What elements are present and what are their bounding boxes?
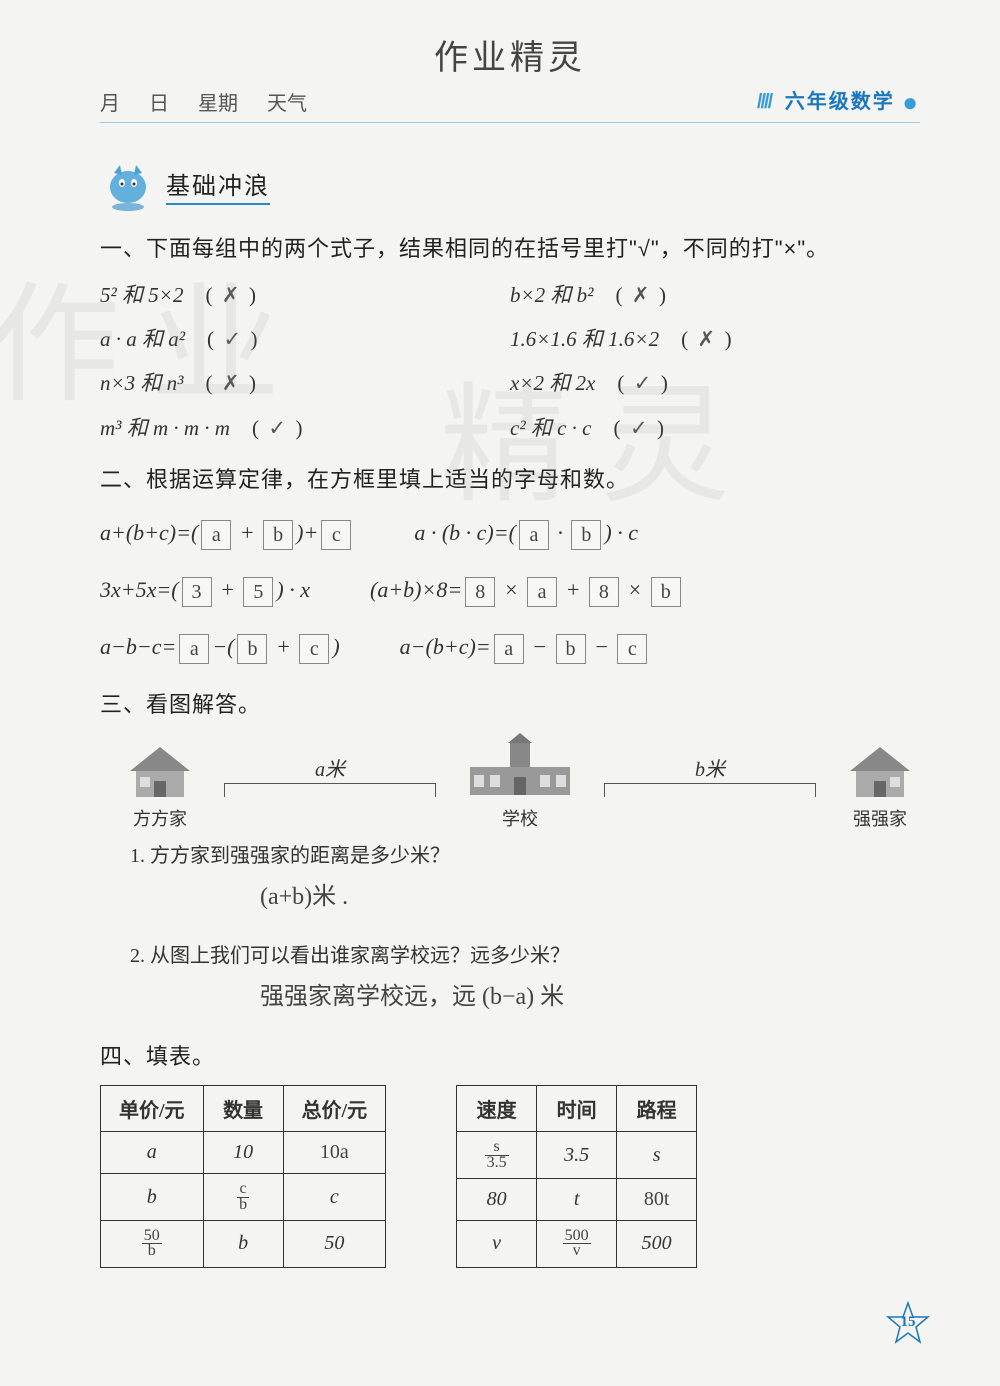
table-cell: a (101, 1132, 204, 1174)
answer-box[interactable]: a (519, 520, 549, 550)
answer-box[interactable]: 5 (243, 577, 273, 607)
q1-grid: 5² 和 5×2( ✗ )b×2 和 b²( ✗ )a · a 和 a²( ✓ … (100, 273, 920, 449)
page-number: 15 (886, 1314, 930, 1331)
table-cell: 3.5 (537, 1132, 617, 1179)
table-cell: 10a (283, 1132, 386, 1174)
table-row: a1010a (101, 1132, 386, 1174)
q1-row: m³ 和 m · m · m( ✓ )c² 和 c · c( ✓ ) (100, 406, 920, 450)
q2-line: 3x+5x=(3 + 5) · x(a+b)×8=8 × a + 8 × b (100, 561, 920, 618)
q1-row: a · a 和 a²( ✓ )1.6×1.6 和 1.6×2( ✗ ) (100, 317, 920, 361)
answer-box[interactable]: a (527, 577, 557, 607)
worksheet-page: 作业 精灵 作业精灵 月 日 星期 天气 //// 六年级数学 ● (0, 0, 1000, 1386)
table-header: 单价/元 (101, 1086, 204, 1132)
page-number-star: 15 (886, 1301, 930, 1350)
q4-tables: 单价/元数量总价/元a1010abcbc50bb50 速度时间路程s3.53.5… (100, 1085, 920, 1268)
dot-icon: ● (902, 87, 920, 117)
house-qiangqiang: 强强家 (840, 741, 920, 831)
answer-box[interactable]: c (299, 634, 329, 664)
table-cell: s3.5 (457, 1132, 537, 1179)
label-school: 学校 (460, 805, 580, 831)
q3-heading: 三、看图解答。 (100, 687, 920, 719)
q3-ans2: 强强家离学校远，远 (b−a) 米 (260, 976, 920, 1011)
table-cell: 80 (457, 1178, 537, 1220)
answer-box[interactable]: b (263, 520, 293, 550)
table-cell: b (101, 1174, 204, 1221)
table-header: 速度 (457, 1086, 537, 1132)
page-header: 作业精灵 (100, 30, 920, 79)
q3-sub2: 2. 从图上我们可以看出谁家离学校远？远多少米？ (130, 939, 920, 968)
weekday-label: 星期 (198, 93, 238, 115)
mascot-icon (100, 157, 156, 213)
dist-a: a米 (220, 817, 440, 831)
dist-b: b米 (600, 817, 820, 831)
answer-box[interactable]: 8 (589, 577, 619, 607)
q4-heading: 四、填表。 (100, 1039, 920, 1071)
answer-box[interactable]: a (179, 634, 209, 664)
table-cell: cb (203, 1174, 283, 1221)
answer-box[interactable]: 8 (465, 577, 495, 607)
q1-heading: 一、下面每组中的两个式子，结果相同的在括号里打"√"，不同的打"×"。 (100, 231, 920, 263)
answer-box[interactable]: c (617, 634, 647, 664)
answer-box[interactable]: b (556, 634, 586, 664)
q4-table2: 速度时间路程s3.53.5s80t80tv500v500 (456, 1085, 697, 1268)
q3-diagram: 方方家 a米 学校 b米 (120, 733, 920, 831)
slash-decoration: //// (757, 91, 771, 113)
table-row: v500v500 (457, 1220, 697, 1267)
table-header: 路程 (617, 1086, 697, 1132)
table-cell: b (203, 1220, 283, 1267)
day-label: 日 (149, 93, 169, 115)
table-cell: s (617, 1132, 697, 1179)
section-banner: 基础冲浪 (100, 157, 920, 213)
answer-box[interactable]: 3 (182, 577, 212, 607)
q2-block: a+(b+c)=(a + b)+ca · (b · c)=(a · b) · c… (100, 504, 920, 676)
table-header: 总价/元 (283, 1086, 386, 1132)
weather-label: 天气 (267, 93, 307, 115)
house-fangfang: 方方家 (120, 741, 200, 831)
label-qiangqiang: 强强家 (840, 805, 920, 831)
sub-header: 月 日 星期 天气 //// 六年级数学 ● (100, 85, 920, 123)
answer-box[interactable]: b (571, 520, 601, 550)
table-row: 80t80t (457, 1178, 697, 1220)
table-cell: c (283, 1174, 386, 1221)
q3-ans1: (a+b)米 . (260, 876, 920, 911)
q2-line: a+(b+c)=(a + b)+ca · (b · c)=(a · b) · c (100, 504, 920, 561)
table-cell: 80t (617, 1178, 697, 1220)
table-cell: 50b (101, 1220, 204, 1267)
answer-box[interactable]: a (494, 634, 524, 664)
table-cell: 50 (283, 1220, 386, 1267)
q4-table1: 单价/元数量总价/元a1010abcbc50bb50 (100, 1085, 386, 1268)
label-fangfang: 方方家 (120, 805, 200, 831)
answer-box[interactable]: b (237, 634, 267, 664)
banner-title: 基础冲浪 (166, 166, 270, 205)
table-row: 50bb50 (101, 1220, 386, 1267)
house-school: 学校 (460, 733, 580, 831)
q1-row: 5² 和 5×2( ✗ )b×2 和 b²( ✗ ) (100, 273, 920, 317)
answer-box[interactable]: b (651, 577, 681, 607)
grade-subject: //// 六年级数学 ● (757, 85, 920, 118)
q3-sub1: 1. 方方家到强强家的距离是多少米？ (130, 839, 920, 868)
q1-row: n×3 和 n³( ✗ )x×2 和 2x( ✓ ) (100, 361, 920, 405)
table-row: bcbc (101, 1174, 386, 1221)
brush-title: 作业精灵 (100, 30, 920, 79)
q2-heading: 二、根据运算定律，在方框里填上适当的字母和数。 (100, 462, 920, 494)
answer-box[interactable]: c (321, 520, 351, 550)
table-header: 数量 (203, 1086, 283, 1132)
table-cell: 10 (203, 1132, 283, 1174)
month-label: 月 (100, 93, 120, 115)
table-row: s3.53.5s (457, 1132, 697, 1179)
table-cell: 500 (617, 1220, 697, 1267)
table-cell: t (537, 1178, 617, 1220)
answer-box[interactable]: a (201, 520, 231, 550)
table-cell: v (457, 1220, 537, 1267)
q2-line: a−b−c=a−(b + c)a−(b+c)=a − b − c (100, 618, 920, 675)
table-header: 时间 (537, 1086, 617, 1132)
date-weather: 月 日 星期 天气 (100, 87, 331, 116)
table-cell: 500v (537, 1220, 617, 1267)
